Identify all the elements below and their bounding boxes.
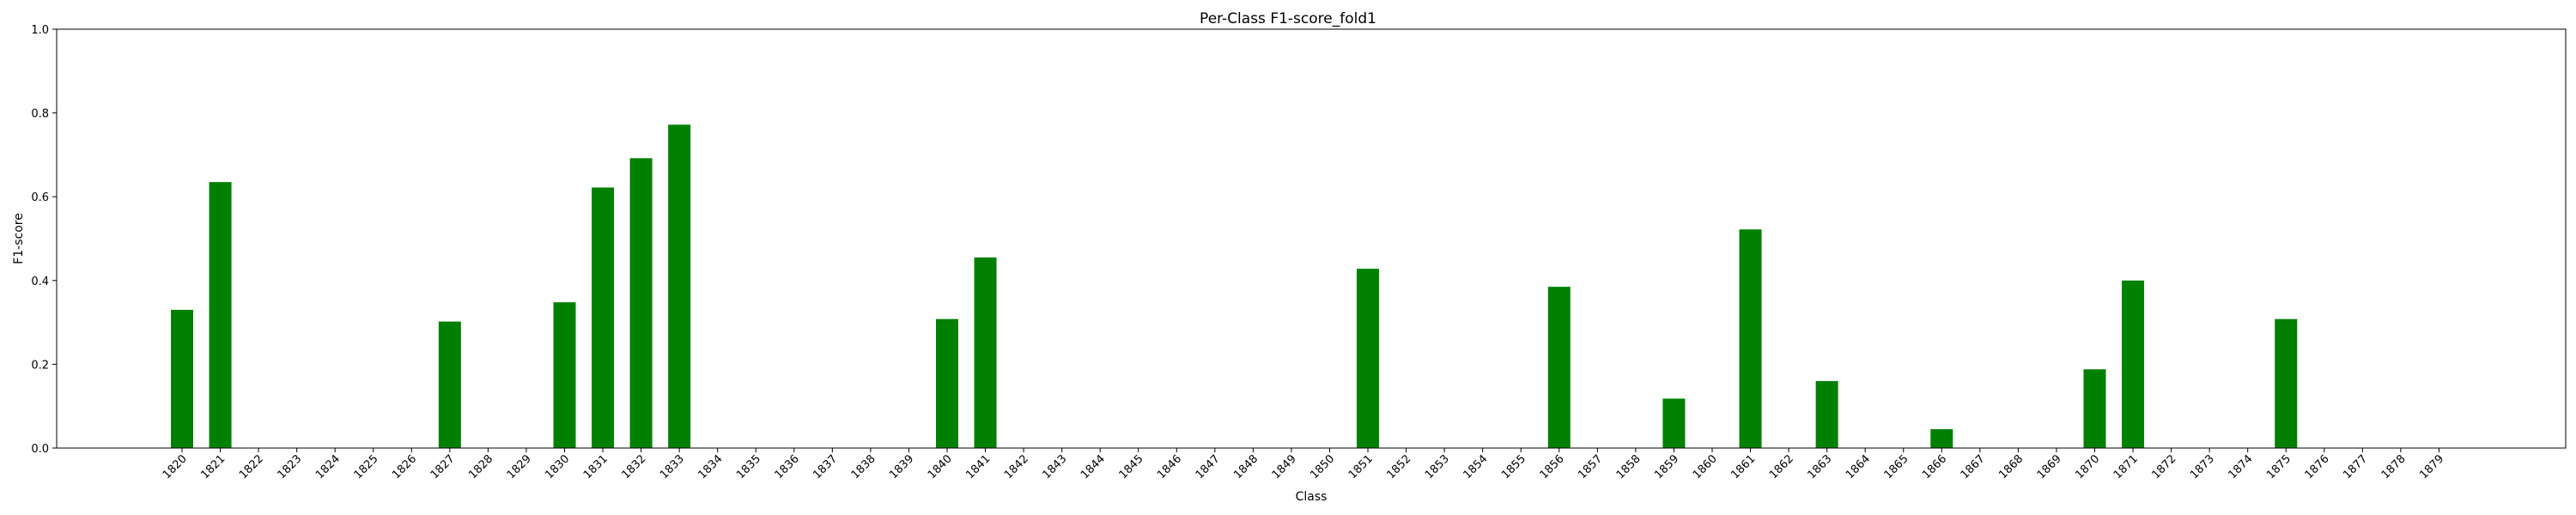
x-tick-label: 1872 [2149, 452, 2178, 482]
x-tick-label: 1830 [543, 452, 572, 482]
x-tick-label: 1827 [428, 452, 458, 482]
x-tick-label: 1862 [1767, 452, 1796, 482]
y-tick-label: 1.0 [31, 24, 49, 37]
x-tick-label: 1845 [1117, 452, 1146, 482]
x-tick-label: 1861 [1728, 452, 1758, 482]
x-tick-label: 1877 [2341, 452, 2370, 482]
x-tick-label: 1875 [2264, 452, 2293, 482]
x-tick-label: 1840 [926, 452, 955, 482]
x-tick-label: 1865 [1882, 452, 1911, 482]
bar-1870 [2083, 369, 2106, 448]
bar-1821 [209, 182, 232, 448]
y-tick-label: 0.2 [31, 359, 49, 372]
x-tick-label: 1853 [1423, 452, 1452, 482]
x-tick-label: 1842 [1002, 452, 1031, 482]
x-tick-label: 1839 [887, 452, 916, 482]
x-tick-label: 1841 [963, 452, 993, 482]
x-tick-label: 1829 [505, 452, 534, 482]
x-tick-label: 1864 [1844, 452, 1873, 482]
bar-1830 [553, 302, 576, 448]
bar-1831 [592, 187, 615, 449]
bar-1841 [974, 257, 997, 448]
x-tick-label: 1836 [773, 452, 802, 482]
x-tick-label: 1860 [1691, 452, 1720, 482]
x-tick-label: 1846 [1155, 452, 1184, 482]
x-tick-label: 1869 [2035, 452, 2064, 482]
y-tick-label: 0.8 [31, 108, 49, 121]
x-tick-label: 1847 [1194, 452, 1223, 482]
x-tick-label: 1837 [811, 452, 840, 482]
y-tick-label: 0.4 [31, 276, 49, 288]
x-tick-label: 1828 [466, 452, 495, 482]
y-tick-label: 0.6 [31, 191, 49, 204]
x-tick-label: 1848 [1231, 452, 1261, 482]
x-tick-label: 1855 [1499, 452, 1528, 482]
x-tick-label: 1832 [619, 452, 648, 482]
x-tick-label: 1879 [2417, 452, 2446, 482]
x-tick-label: 1849 [1270, 452, 1299, 482]
x-axis-label: Class [1296, 490, 1327, 504]
chart-title: Per-Class F1-score_fold1 [1200, 10, 1376, 27]
x-tick-label: 1871 [2111, 452, 2141, 482]
x-tick-label: 1834 [696, 452, 726, 482]
x-tick-label: 1873 [2188, 452, 2217, 482]
x-tick-label: 1821 [198, 452, 228, 482]
x-tick-label: 1858 [1614, 452, 1643, 482]
x-tick-label: 1856 [1538, 452, 1567, 482]
x-tick-label: 1876 [2303, 452, 2332, 482]
x-tick-label: 1823 [275, 452, 304, 482]
x-tick-label: 1833 [658, 452, 687, 482]
y-tick-label: 0.0 [31, 443, 49, 456]
x-tick-label: 1820 [161, 452, 190, 482]
bar-1840 [936, 318, 958, 448]
x-tick-label: 1835 [734, 452, 763, 482]
x-tick-label: 1867 [1959, 452, 1988, 482]
bars-group [171, 124, 2298, 449]
x-tick-label: 1850 [1308, 452, 1337, 482]
x-tick-label: 1825 [352, 452, 381, 482]
bar-1863 [1815, 380, 1838, 448]
x-tick-label: 1851 [1346, 452, 1376, 482]
x-tick-label: 1859 [1652, 452, 1681, 482]
x-tick-label: 1854 [1461, 452, 1491, 482]
x-tick-label: 1863 [1805, 452, 1834, 482]
x-tick-label: 1822 [237, 452, 266, 482]
bar-1871 [2122, 280, 2145, 448]
bar-1827 [438, 321, 461, 448]
y-axis-ticks: 0.0 0.2 0.4 0.6 0.8 1.0 [31, 24, 57, 456]
x-axis-ticks: 1820 1821 1822 1823 1824 1825 1826 1827 1828 1829… [161, 448, 2446, 482]
x-tick-label: 1870 [2073, 452, 2102, 482]
x-tick-label: 1874 [2227, 452, 2256, 482]
x-tick-label: 1844 [1078, 452, 1108, 482]
x-tick-label: 1838 [849, 452, 878, 482]
x-tick-label: 1857 [1576, 452, 1605, 482]
bar-1875 [2275, 318, 2298, 448]
x-tick-label: 1826 [390, 452, 419, 482]
bar-1856 [1547, 287, 1571, 448]
bar-1832 [629, 158, 653, 448]
bar-1866 [1930, 429, 1953, 448]
x-tick-label: 1843 [1040, 452, 1069, 482]
x-tick-label: 1878 [2379, 452, 2409, 482]
y-axis-label: F1-score [12, 213, 26, 264]
x-tick-label: 1866 [1920, 452, 1949, 482]
plot-frame [56, 28, 2567, 449]
x-tick-label: 1852 [1384, 452, 1413, 482]
x-tick-label: 1868 [1996, 452, 2026, 482]
bar-1833 [668, 124, 691, 448]
bar-1859 [1662, 398, 1686, 448]
bar-1820 [171, 309, 193, 448]
x-tick-label: 1831 [581, 452, 611, 482]
bar-1851 [1357, 269, 1380, 448]
x-tick-label: 1824 [313, 452, 343, 482]
bar-1861 [1739, 229, 1762, 448]
